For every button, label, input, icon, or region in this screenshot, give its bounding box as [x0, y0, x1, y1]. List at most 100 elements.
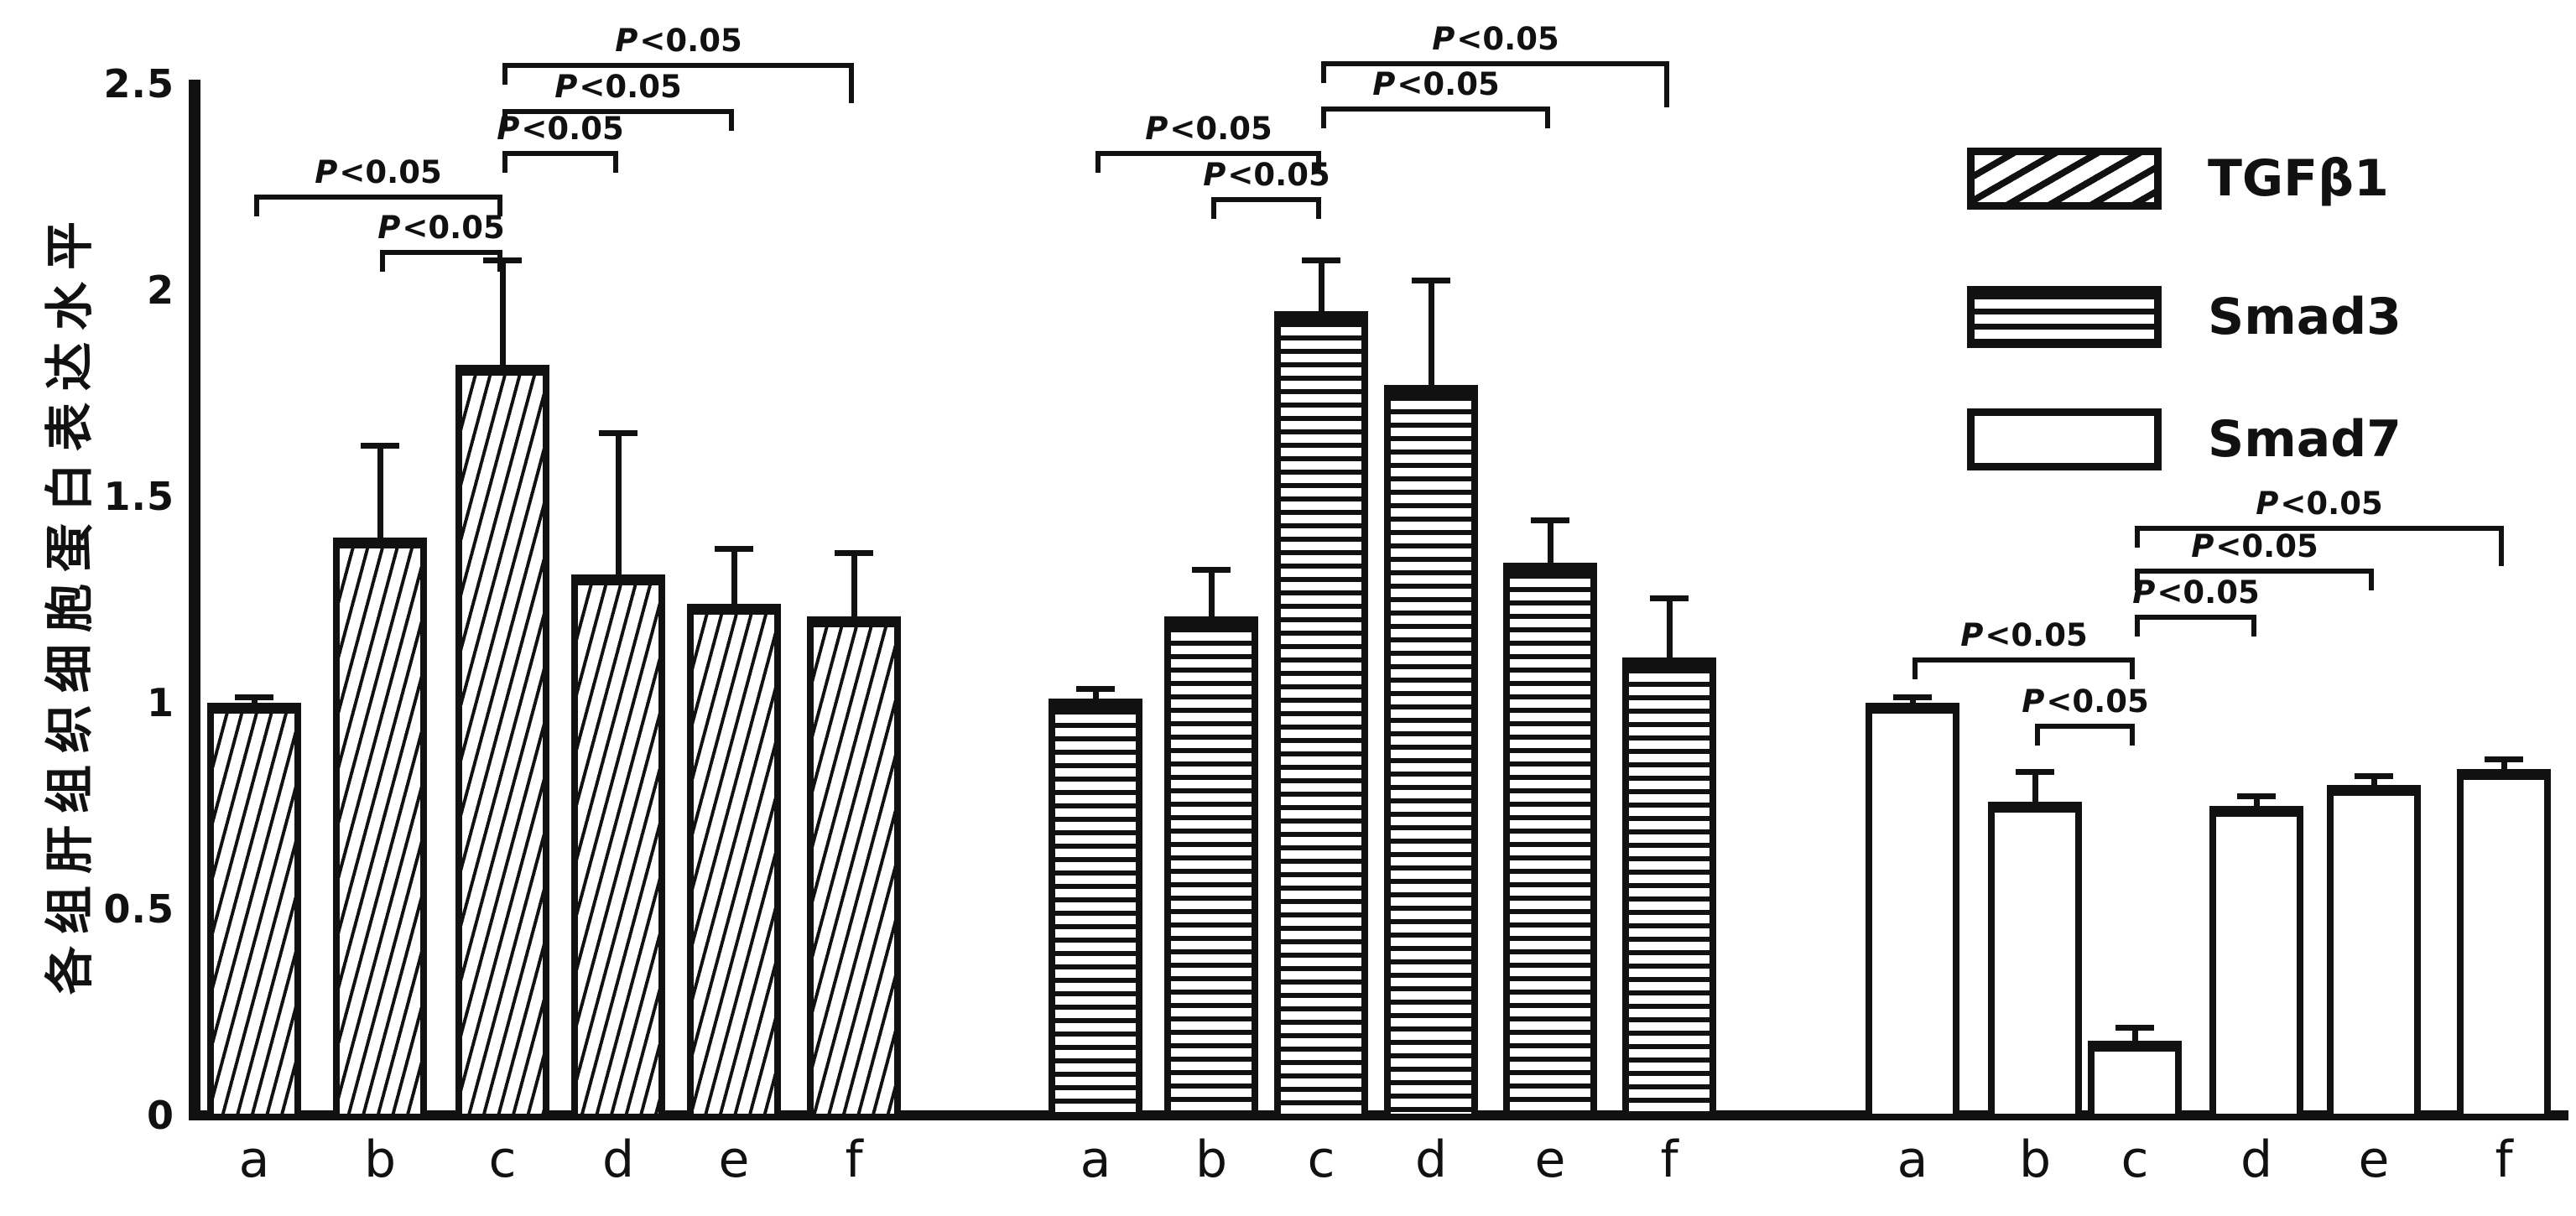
bar-Smad3-d	[1384, 385, 1478, 1120]
y-tick-label: 2.5	[103, 61, 174, 107]
error-cap-TGFβ1-e	[715, 546, 753, 552]
bracket-line	[1095, 151, 1321, 156]
legend-swatch-Smad3	[1967, 286, 2162, 348]
error-cap-TGFβ1-c	[483, 257, 522, 263]
bracket-left-tick	[502, 63, 507, 85]
significance-label-p: P	[1432, 21, 1455, 57]
error-bar-TGFβ1-d	[616, 433, 622, 584]
bracket-left-tick	[1321, 61, 1326, 83]
legend-swatch-TGFβ1	[1967, 148, 2162, 210]
error-bar-Smad3-f	[1667, 598, 1673, 667]
significance-label-value: <0.05	[579, 69, 682, 105]
bracket-right-tick	[613, 151, 618, 173]
bracket-right-tick	[2499, 526, 2504, 566]
significance-label-value: <0.05	[521, 111, 624, 147]
x-category-label-Smad3-c: c	[1307, 1130, 1335, 1189]
bracket-right-tick	[2130, 657, 2135, 679]
x-category-label-Smad3-b: b	[1194, 1130, 1228, 1189]
bar-TGFβ1-b	[333, 538, 427, 1120]
bracket-line	[502, 151, 618, 156]
y-tick-label: 1	[146, 680, 174, 725]
significance-label-p: P	[1960, 617, 1984, 653]
bracket-left-tick	[2135, 569, 2140, 590]
x-category-label-Smad3-f: f	[1660, 1130, 1678, 1189]
significance-label-value: <0.05	[1985, 617, 2088, 653]
bracket-left-tick	[1211, 197, 1216, 219]
significance-label: P<0.05	[315, 156, 441, 190]
bar-TGFβ1-c	[455, 365, 549, 1120]
bar-Smad7-f	[2457, 769, 2551, 1120]
bracket-line	[502, 109, 734, 114]
error-cap-TGFβ1-d	[599, 430, 637, 436]
legend-label-Smad3: Smad3	[2208, 288, 2402, 346]
bracket-left-tick	[502, 151, 507, 173]
significance-label-p: P	[377, 210, 401, 246]
significance-label-value: <0.05	[2215, 528, 2318, 564]
error-cap-Smad7-b	[2016, 769, 2054, 775]
significance-label-p: P	[2022, 683, 2045, 720]
significance-label-value: <0.05	[639, 23, 742, 59]
bracket-line	[2135, 526, 2504, 531]
bracket-left-tick	[2035, 724, 2040, 746]
significance-label-value: <0.05	[2157, 574, 2260, 611]
error-bar-TGFβ1-b	[377, 445, 383, 547]
bar-Smad3-c	[1274, 311, 1368, 1120]
bar-Smad3-a	[1049, 699, 1142, 1120]
significance-label: P<0.05	[615, 24, 742, 58]
bar-TGFβ1-e	[687, 604, 781, 1120]
bracket-left-tick	[1321, 107, 1326, 128]
x-category-label-Smad7-e: e	[2358, 1130, 2390, 1189]
bracket-right-tick	[1664, 61, 1669, 107]
bracket-left-tick	[2135, 526, 2140, 548]
bar-Smad7-c	[2088, 1041, 2182, 1120]
x-category-label-TGFβ1-b: b	[363, 1130, 397, 1189]
bracket-right-tick	[2130, 724, 2135, 746]
bracket-left-tick	[1095, 151, 1101, 173]
significance-label-value: <0.05	[339, 154, 442, 190]
bracket-right-tick	[729, 109, 734, 131]
x-category-label-Smad3-d: d	[1414, 1130, 1448, 1189]
bracket-right-tick	[497, 195, 502, 216]
significance-label-value: <0.05	[2046, 683, 2149, 720]
error-cap-Smad7-c	[2115, 1025, 2154, 1031]
significance-label-p: P	[2132, 574, 2156, 611]
significance-label-p: P	[1145, 111, 1168, 147]
bracket-right-tick	[1316, 151, 1321, 173]
error-cap-Smad3-a	[1076, 686, 1115, 692]
significance-label: P<0.05	[2132, 576, 2259, 610]
error-cap-Smad3-b	[1192, 567, 1231, 573]
significance-label: P<0.05	[2022, 685, 2148, 719]
bar-TGFβ1-a	[207, 703, 301, 1120]
significance-label: P<0.05	[1145, 112, 1272, 146]
x-category-label-TGFβ1-a: a	[238, 1130, 270, 1189]
y-axis-line	[189, 80, 200, 1120]
bracket-right-tick	[849, 63, 854, 103]
significance-label: P<0.05	[2191, 530, 2318, 564]
error-bar-Smad7-d	[2254, 796, 2260, 815]
x-category-label-TGFβ1-d: d	[601, 1130, 635, 1189]
bracket-left-tick	[254, 195, 259, 216]
error-cap-Smad3-f	[1650, 595, 1689, 601]
bracket-right-tick	[2369, 569, 2374, 590]
error-cap-Smad3-d	[1412, 278, 1450, 283]
bracket-line	[1321, 107, 1550, 112]
bar-Smad3-b	[1164, 616, 1258, 1120]
bar-Smad7-a	[1866, 703, 1959, 1120]
x-category-label-Smad3-e: e	[1534, 1130, 1566, 1189]
error-bar-Smad3-e	[1548, 520, 1553, 572]
error-cap-TGFβ1-f	[835, 550, 873, 556]
legend-swatch-Smad7	[1967, 408, 2162, 470]
error-cap-Smad7-d	[2237, 793, 2276, 799]
significance-label-value: <0.05	[1169, 111, 1272, 147]
x-axis-line	[189, 1110, 2568, 1120]
bracket-right-tick	[1545, 107, 1550, 128]
error-cap-Smad3-c	[1302, 257, 1340, 263]
significance-label-p: P	[1203, 157, 1226, 193]
error-cap-Smad7-f	[2485, 756, 2523, 762]
legend-label-Smad7: Smad7	[2208, 410, 2402, 469]
bar-Smad7-e	[2327, 785, 2421, 1120]
bracket-line	[2035, 724, 2135, 729]
significance-label-p: P	[615, 23, 638, 59]
bracket-line	[1912, 657, 2135, 663]
